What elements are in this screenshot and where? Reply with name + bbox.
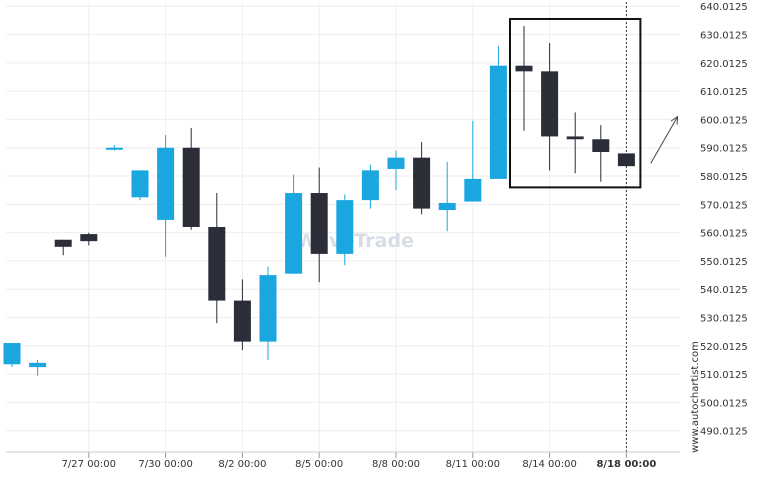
x-tick-label: 8/2 00:00 [218,459,266,470]
candle [3,343,21,368]
candle-body [105,147,123,150]
pattern-box [509,17,642,189]
candle-body [413,157,431,209]
x-tick-label: 8/11 00:00 [446,459,500,470]
candle-body [285,193,303,274]
candle [387,150,405,191]
candle-body [361,170,379,201]
candle-body [515,65,533,72]
x-tick-label: 8/5 00:00 [295,459,343,470]
candle [515,26,533,131]
candle-body [233,300,251,342]
candle [592,125,610,182]
candle-body [259,275,277,342]
y-tick-label: 490.0125 [700,427,748,438]
y-tick-label: 590.0125 [700,144,748,155]
y-tick-label: 520.0125 [700,342,748,353]
candle-body [336,200,354,254]
x-tick-label: 7/30 00:00 [138,459,192,470]
candle [208,193,226,324]
candle [182,127,200,230]
candle [157,135,175,257]
y-axis: 640.0125 630.0125 620.0125 610.0125 600.0125… [700,2,748,438]
candle [54,239,72,256]
candle [259,266,277,361]
y-tick-label: 630.0125 [700,31,748,42]
candle [541,43,559,171]
candle [131,170,149,201]
y-tick-label: 580.0125 [700,172,748,183]
y-tick-label: 620.0125 [700,59,748,70]
candle [80,232,98,246]
candle [489,45,507,179]
candle [413,142,431,215]
candle-body [80,234,98,242]
candle-body [541,71,559,137]
candle-body [3,343,21,365]
candle-body [438,202,456,211]
x-tick-label: 8/8 00:00 [372,459,420,470]
candle [233,279,251,351]
x-tick-label: 8/18 00:00 [596,459,656,470]
candle [29,360,47,376]
candle [438,161,456,232]
candle-body [157,147,175,220]
candle [310,167,328,283]
candle-body [592,139,610,152]
candle-body [387,157,405,169]
candle [105,144,123,151]
x-tick-label: 7/27 00:00 [62,459,116,470]
y-tick-label: 530.0125 [700,314,748,325]
candle-body [566,136,584,140]
candle [336,194,354,266]
x-axis: 7/27 00:00 7/30 00:00 8/2 00:00 8/5 00:00 8/… [6,451,680,470]
forecast-arrow-head [670,115,679,125]
y-tick-label: 640.0125 [700,2,748,13]
y-tick-label: 570.0125 [700,200,748,211]
candle-body [29,362,47,368]
candle-body [208,227,226,301]
candle [566,112,584,174]
candle [285,174,303,274]
candle-body [464,178,482,202]
y-tick-label: 600.0125 [700,115,748,126]
candle [464,120,482,202]
y-tick-label: 560.0125 [700,229,748,240]
y-tick-label: 610.0125 [700,87,748,98]
candle [361,164,379,209]
brand-watermark: www.autochartist.com [690,341,701,453]
candles-layer [3,26,635,376]
y-tick-label: 510.0125 [700,370,748,381]
x-tick-label: 8/14 00:00 [522,459,576,470]
candle-body [489,65,507,179]
forecast-arrow-line [650,116,679,164]
candle-body [54,239,72,247]
candle-body [310,193,328,254]
y-tick-label: 540.0125 [700,285,748,296]
candle-body [182,147,200,227]
overlay-layer [509,2,679,452]
candle-body [131,170,149,198]
y-tick-label: 500.0125 [700,398,748,409]
y-tick-label: 550.0125 [700,257,748,268]
